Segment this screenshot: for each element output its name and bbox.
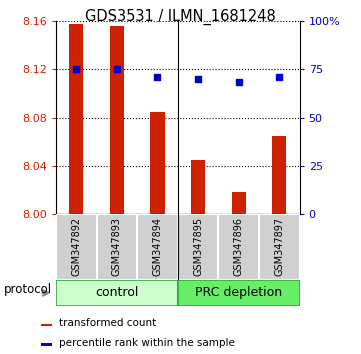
Bar [178,214,218,280]
Text: GSM347895: GSM347895 [193,217,203,276]
Bar [178,280,300,306]
Text: GSM347893: GSM347893 [112,217,122,276]
Text: GSM347892: GSM347892 [71,217,81,276]
Bar [218,214,259,280]
Text: PRC depletion: PRC depletion [195,286,282,299]
Point [114,67,120,72]
Bar [151,112,165,214]
Text: protocol: protocol [4,283,52,296]
Point [236,79,242,85]
Bar [137,214,178,280]
Bar [40,324,52,326]
Text: GSM347894: GSM347894 [152,217,162,276]
Bar [40,343,52,346]
Bar [56,214,97,280]
Bar [259,214,300,280]
Point [155,74,160,80]
Bar [56,280,178,306]
Bar [97,214,137,280]
Bar [272,136,286,214]
Bar [69,24,83,214]
Text: GSM347896: GSM347896 [234,217,244,276]
Text: percentile rank within the sample: percentile rank within the sample [59,338,235,348]
Text: transformed count: transformed count [59,318,156,328]
Bar [110,26,124,214]
Bar [232,193,246,214]
Text: GDS3531 / ILMN_1681248: GDS3531 / ILMN_1681248 [85,9,276,25]
Point [73,67,79,72]
Point [195,76,201,82]
Bar [191,160,205,214]
Point [277,74,282,80]
Text: GSM347897: GSM347897 [274,217,284,276]
Text: control: control [95,286,139,299]
